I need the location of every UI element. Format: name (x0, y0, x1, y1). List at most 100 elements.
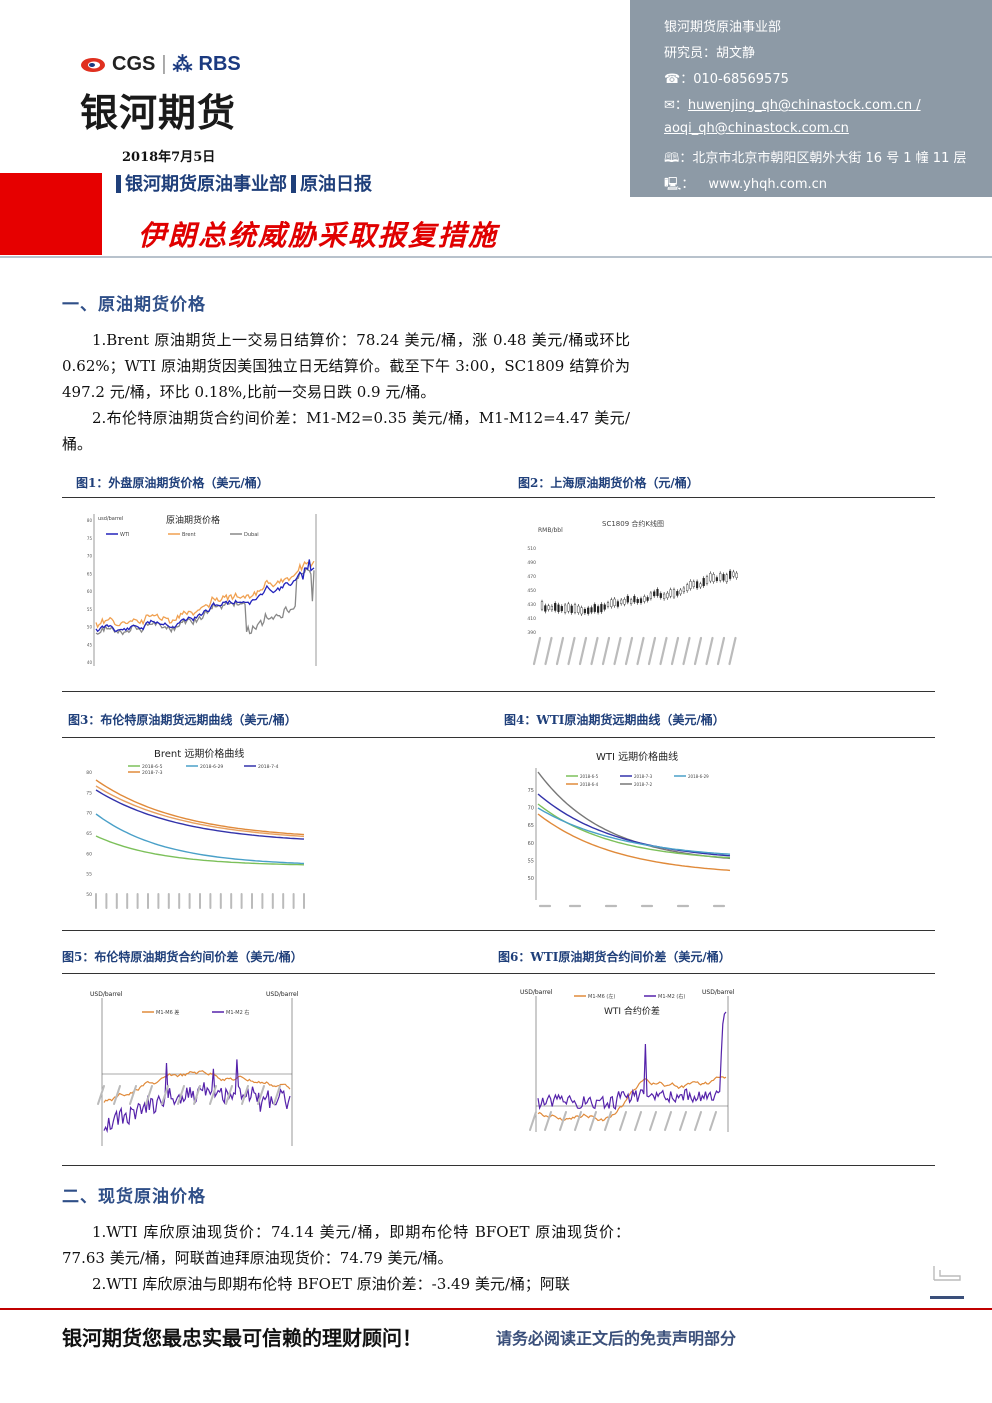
x-tick-label (129, 1085, 137, 1105)
chart1-title: 原油期货价格 (166, 514, 220, 526)
candle-body (705, 576, 709, 584)
candle-body (646, 597, 649, 601)
x-tick-label (544, 636, 553, 666)
x-tick-label (193, 1085, 201, 1105)
series-line-m1-m6 (537, 1076, 727, 1122)
candle-body (573, 604, 577, 613)
brand-name: 银河期货 (80, 91, 237, 135)
y-tick-label: 40 (87, 660, 93, 665)
x-tick-label (659, 636, 668, 666)
candle-body (699, 583, 702, 588)
chart6-ylabel: USD/barrel (520, 989, 553, 996)
candle-body (596, 606, 600, 613)
candle-body (606, 602, 610, 607)
footer-slogan: 银河期货您最忠实最可信赖的理财顾问！ (62, 1326, 422, 1350)
candle-body (613, 598, 616, 606)
section-title-spot: 二、现货原油价格 (62, 1187, 206, 1207)
candle-body (666, 592, 669, 599)
candle-body (600, 603, 603, 613)
figure-rule (62, 973, 935, 974)
y-tick-label: 50 (87, 625, 93, 630)
candle-body (633, 596, 636, 603)
x-tick-label (619, 1111, 627, 1131)
candle-body (692, 581, 695, 587)
candle-body (689, 581, 692, 589)
figure-rule (62, 737, 935, 738)
page-turn-icon[interactable] (930, 1262, 964, 1302)
candle-body (653, 591, 656, 597)
candle-body (656, 589, 659, 596)
candle-body (626, 595, 629, 603)
y-tick-label: 65 (86, 831, 92, 837)
chart2-ylabel: RMB/bbl (538, 527, 563, 534)
figure-rule (62, 497, 935, 498)
series-line-brent (95, 560, 315, 629)
contact-box: 银河期货原油事业部 研究员：胡文静 ☎：010-68569575 ✉：huwen… (630, 0, 992, 197)
department-name: 银河期货原油事业部 (125, 174, 287, 195)
x-tick-label (649, 1111, 657, 1131)
series-line-m1-m2 (537, 1011, 727, 1111)
email-link-1[interactable]: huwenjing_qh@chinastock.com.cn / (687, 98, 921, 113)
y-tick-label: 65 (87, 571, 93, 576)
legend-label: Brent (182, 532, 196, 538)
x-tick-label (709, 1111, 717, 1131)
x-tick-label (613, 636, 622, 666)
x-tick-label (589, 1111, 597, 1131)
candle-body (669, 589, 672, 597)
x-tick-label (567, 636, 576, 666)
series-line-wti (95, 559, 315, 633)
chart-wti-forward-curve: WTI 远期价格曲线 2018-6-5 2018-7-3 2018-6-29 2018… (518, 744, 748, 914)
candle-body (695, 581, 699, 589)
x-tick-label (694, 1111, 702, 1131)
x-tick-label (705, 636, 714, 666)
email-link-2[interactable]: aoqi_qh@chinastock.com.cn (664, 121, 849, 136)
forward-curve-line (95, 779, 305, 836)
paragraph-futures-1: 1.Brent 原油期货上一交易日结算价：78.24 美元/桶，涨 0.48 美… (62, 331, 630, 401)
candle-body (719, 573, 722, 581)
figure-6-title: 图6：WTI原油期货合约间价差（美元/桶） (498, 950, 731, 964)
x-tick-label (257, 1085, 265, 1105)
x-tick-label (664, 1111, 672, 1131)
x-tick-label (601, 636, 611, 666)
y-tick-label: 430 (527, 602, 536, 608)
website-link[interactable]: www.yhqh.com.cn (708, 177, 828, 192)
headline: 伊朗总统威胁采取报复措施 (138, 219, 499, 252)
rbs-mark-icon: ⁂ (172, 54, 193, 76)
contact-phone: ☎：010-68569575 (664, 72, 789, 87)
figure-rule (62, 930, 935, 931)
figure-2-title: 图2：上海原油期货价格（元/桶） (518, 476, 699, 490)
candle-body (616, 601, 619, 607)
figure-3-title: 图3：布伦特原油期货远期曲线（美元/桶） (68, 713, 297, 727)
candle-body (732, 571, 735, 577)
y-tick-label: 70 (528, 806, 534, 812)
y-tick-label: 60 (87, 589, 93, 594)
candle-body (564, 604, 567, 613)
y-tick-label: 55 (87, 607, 93, 612)
contact-dept: 银河期货原油事业部 (664, 20, 782, 35)
y-tick-label: 80 (87, 518, 93, 523)
y-tick-label: 45 (87, 642, 93, 647)
candle-body (550, 606, 553, 611)
chart5-ylabel: USD/barrel (90, 991, 123, 998)
candle-body (725, 574, 728, 583)
paragraph-spot-2: 2.WTI 库欣原油与即期布伦特 BFOET 原油价差：-3.49 美元/桶；阿… (92, 1275, 570, 1293)
figure-5-title: 图5：布伦特原油期货合约间价差（美元/桶） (62, 950, 303, 964)
section-title-futures: 一、原油期货价格 (62, 295, 206, 315)
x-tick-label (693, 636, 703, 666)
x-tick-label (634, 1111, 642, 1131)
forward-curve-line (537, 793, 731, 857)
candle-body (672, 589, 676, 598)
x-tick-label (145, 1085, 153, 1105)
red-accent-block (0, 173, 102, 255)
x-tick-label (532, 636, 542, 666)
candle-body (570, 605, 573, 613)
y-tick-label: 510 (527, 546, 536, 552)
contact-researcher: 研究员：胡文静 (664, 46, 756, 61)
y-tick-label: 75 (87, 536, 93, 541)
y-tick-label: 50 (528, 876, 534, 882)
candle-body (623, 599, 626, 605)
candle-body (682, 587, 685, 593)
figure-rule (62, 1165, 935, 1166)
candle-body (735, 572, 738, 578)
figure-rule (62, 691, 935, 692)
